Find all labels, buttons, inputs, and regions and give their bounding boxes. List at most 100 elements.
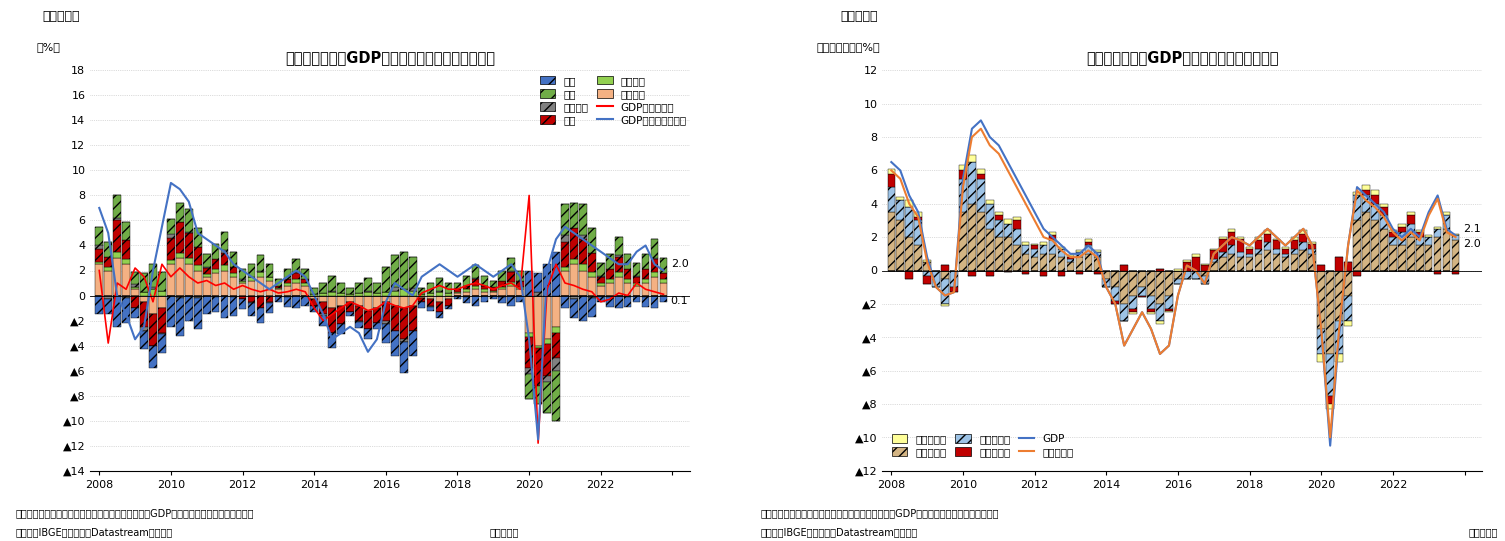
Bar — [1452, 234, 1460, 235]
Text: （図表１）: （図表１） — [42, 10, 80, 23]
Bar — [968, 270, 975, 275]
Bar — [1129, 312, 1136, 314]
Bar — [283, 286, 290, 295]
GDP（前年同期比） — [412, 274, 430, 280]
Bar — [489, 281, 497, 287]
Line: GDP（前年同期比）: GDP（前年同期比） — [99, 183, 664, 439]
Bar — [391, 291, 399, 295]
Bar — [400, 339, 408, 342]
Bar — [462, 295, 470, 297]
Bar — [1111, 287, 1120, 301]
Bar — [1389, 232, 1397, 237]
Bar — [292, 295, 299, 308]
Bar — [906, 201, 914, 207]
Bar — [552, 358, 560, 371]
Bar — [445, 283, 453, 293]
Bar — [588, 272, 596, 277]
Bar — [915, 217, 923, 221]
Bar — [507, 258, 515, 270]
Bar — [221, 232, 229, 250]
Bar — [283, 269, 290, 279]
Bar — [1443, 215, 1451, 229]
Bar — [480, 289, 488, 292]
Bar — [310, 288, 318, 294]
Bar — [373, 293, 381, 295]
Bar — [265, 295, 274, 302]
Bar — [525, 337, 533, 368]
Bar — [1103, 270, 1111, 279]
Bar — [301, 279, 309, 283]
Bar — [1228, 254, 1236, 270]
Bar — [1049, 232, 1057, 235]
Bar — [462, 292, 470, 295]
Bar — [418, 302, 426, 308]
Bar — [561, 242, 569, 267]
総付加価値 — [1124, 326, 1142, 332]
Bar — [104, 242, 111, 257]
GDP（前年同期比） — [467, 261, 485, 267]
GDP（前期比） — [521, 192, 539, 199]
Bar — [588, 277, 596, 295]
Bar — [1192, 257, 1199, 270]
GDP（前年同期比） — [172, 186, 190, 193]
Bar — [1326, 270, 1333, 354]
Bar — [122, 240, 129, 259]
Bar — [221, 270, 229, 295]
Bar — [355, 283, 363, 293]
GDP（前期比） — [458, 282, 476, 289]
Bar — [1407, 237, 1415, 270]
Bar — [1228, 246, 1236, 254]
Bar — [158, 308, 166, 333]
Bar — [507, 282, 515, 286]
Bar — [319, 295, 327, 302]
Bar — [1416, 237, 1424, 246]
Bar — [1362, 212, 1370, 270]
Bar — [248, 302, 256, 303]
Bar — [632, 295, 641, 302]
Bar — [400, 342, 408, 373]
Bar — [507, 270, 515, 272]
Title: ブラジルの実質GDP成長率（産業別寄与度）: ブラジルの実質GDP成長率（産業別寄与度） — [1087, 50, 1279, 65]
Bar — [462, 297, 470, 303]
Bar — [650, 277, 658, 295]
Bar — [283, 295, 290, 297]
Bar — [1094, 250, 1102, 252]
Bar — [986, 200, 993, 204]
Bar — [1282, 247, 1290, 249]
Bar — [391, 331, 399, 355]
Bar — [203, 295, 211, 314]
Bar — [140, 327, 147, 331]
Bar — [1138, 270, 1145, 287]
Bar — [158, 333, 166, 334]
Bar — [552, 333, 560, 358]
Bar — [1103, 279, 1111, 287]
Bar — [319, 314, 327, 315]
Bar — [176, 258, 184, 295]
Bar — [113, 295, 120, 327]
Bar — [924, 270, 932, 275]
Bar — [915, 246, 923, 270]
Bar — [659, 273, 667, 279]
Bar — [355, 295, 363, 306]
Bar — [516, 270, 524, 281]
Bar — [462, 275, 470, 286]
Bar — [588, 295, 596, 298]
Bar — [248, 303, 256, 315]
GDP — [972, 117, 990, 124]
GDP（前年同期比） — [163, 180, 181, 186]
Bar — [1111, 270, 1120, 287]
Bar — [525, 295, 533, 333]
Bar — [373, 308, 381, 323]
GDP（前年同期比） — [530, 436, 548, 443]
Bar — [1291, 237, 1299, 240]
Bar — [498, 295, 506, 297]
Bar — [632, 275, 641, 277]
Bar — [292, 273, 299, 279]
Bar — [1067, 255, 1075, 257]
Bar — [1264, 234, 1272, 242]
Bar — [382, 302, 390, 320]
Bar — [995, 215, 1002, 221]
Bar — [1174, 270, 1181, 279]
Bar — [525, 333, 533, 337]
Bar — [257, 295, 265, 308]
